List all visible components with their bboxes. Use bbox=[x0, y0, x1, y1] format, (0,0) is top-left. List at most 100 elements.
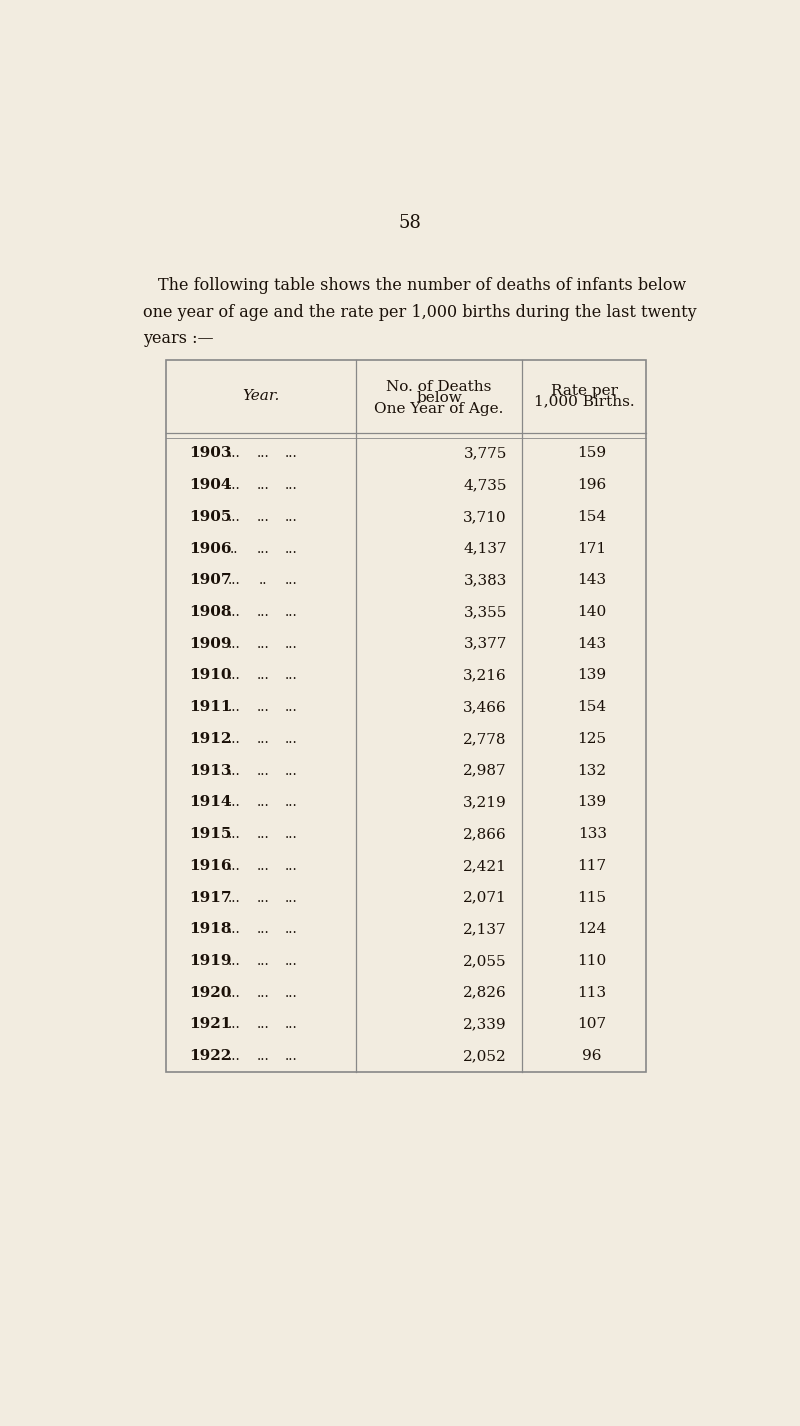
Text: years :—: years :— bbox=[142, 331, 214, 348]
Text: 2,778: 2,778 bbox=[463, 732, 507, 746]
Text: 2,339: 2,339 bbox=[463, 1017, 507, 1031]
Text: ...: ... bbox=[285, 858, 298, 873]
Text: 143: 143 bbox=[578, 573, 606, 588]
Text: 154: 154 bbox=[578, 700, 606, 714]
Text: 1913: 1913 bbox=[189, 764, 232, 777]
Text: 2,987: 2,987 bbox=[463, 764, 507, 777]
Text: ...: ... bbox=[285, 511, 298, 523]
Text: 1909: 1909 bbox=[189, 637, 232, 650]
Text: ...: ... bbox=[285, 954, 298, 968]
Text: 1906: 1906 bbox=[189, 542, 232, 556]
Text: ...: ... bbox=[256, 923, 269, 937]
Text: 1919: 1919 bbox=[189, 954, 232, 968]
Text: ...: ... bbox=[228, 796, 241, 810]
Text: Rate per: Rate per bbox=[551, 384, 618, 398]
Text: 96: 96 bbox=[582, 1050, 602, 1064]
Text: ...: ... bbox=[256, 700, 269, 714]
Text: 154: 154 bbox=[578, 511, 606, 523]
Text: ...: ... bbox=[228, 985, 241, 1000]
Text: ...: ... bbox=[228, 1017, 241, 1031]
Text: ...: ... bbox=[285, 669, 298, 683]
Text: 1903: 1903 bbox=[189, 446, 232, 461]
Text: One Year of Age.: One Year of Age. bbox=[374, 402, 504, 415]
Text: ...: ... bbox=[228, 764, 241, 777]
Text: ...: ... bbox=[256, 669, 269, 683]
Text: 2,052: 2,052 bbox=[463, 1050, 507, 1064]
Text: ...: ... bbox=[285, 985, 298, 1000]
Text: 1918: 1918 bbox=[189, 923, 232, 937]
Text: ...: ... bbox=[228, 954, 241, 968]
Text: ...: ... bbox=[256, 827, 269, 841]
Text: 1914: 1914 bbox=[189, 796, 232, 810]
Text: ...: ... bbox=[285, 637, 298, 650]
Text: ...: ... bbox=[285, 732, 298, 746]
Text: ...: ... bbox=[256, 891, 269, 904]
Text: 1910: 1910 bbox=[189, 669, 232, 683]
Text: ...: ... bbox=[285, 1017, 298, 1031]
Text: one year of age and the rate per 1,000 births during the last twenty: one year of age and the rate per 1,000 b… bbox=[142, 304, 696, 321]
Text: ...: ... bbox=[256, 605, 269, 619]
Text: ...: ... bbox=[285, 573, 298, 588]
Text: 2,826: 2,826 bbox=[463, 985, 507, 1000]
Text: 107: 107 bbox=[578, 1017, 606, 1031]
Text: ...: ... bbox=[285, 891, 298, 904]
Text: No. of Deaths: No. of Deaths bbox=[386, 381, 492, 394]
Text: ...: ... bbox=[256, 511, 269, 523]
Text: ...: ... bbox=[285, 764, 298, 777]
Text: ...: ... bbox=[228, 700, 241, 714]
Text: ...: ... bbox=[256, 732, 269, 746]
Text: ...: ... bbox=[256, 954, 269, 968]
Text: ...: ... bbox=[285, 446, 298, 461]
Text: ..: .. bbox=[230, 542, 238, 556]
Text: 113: 113 bbox=[578, 985, 606, 1000]
Text: ...: ... bbox=[256, 542, 269, 556]
Text: ...: ... bbox=[285, 827, 298, 841]
Text: 3,383: 3,383 bbox=[463, 573, 507, 588]
Text: ...: ... bbox=[228, 827, 241, 841]
Text: 1908: 1908 bbox=[189, 605, 232, 619]
Text: 1921: 1921 bbox=[189, 1017, 231, 1031]
Text: ...: ... bbox=[228, 858, 241, 873]
Text: ...: ... bbox=[256, 1017, 269, 1031]
Text: ...: ... bbox=[256, 478, 269, 492]
Text: ...: ... bbox=[228, 669, 241, 683]
Text: 3,377: 3,377 bbox=[463, 637, 507, 650]
Text: ...: ... bbox=[256, 1050, 269, 1064]
Text: 3,775: 3,775 bbox=[463, 446, 507, 461]
Text: 2,421: 2,421 bbox=[463, 858, 507, 873]
Text: 1904: 1904 bbox=[189, 478, 232, 492]
Text: ...: ... bbox=[256, 446, 269, 461]
Text: ...: ... bbox=[285, 542, 298, 556]
Text: 3,219: 3,219 bbox=[463, 796, 507, 810]
Text: 115: 115 bbox=[578, 891, 606, 904]
Text: 110: 110 bbox=[578, 954, 606, 968]
Text: 132: 132 bbox=[578, 764, 606, 777]
Text: 3,466: 3,466 bbox=[463, 700, 507, 714]
Text: ...: ... bbox=[256, 985, 269, 1000]
Text: 1920: 1920 bbox=[189, 985, 231, 1000]
Text: 3,710: 3,710 bbox=[463, 511, 507, 523]
Text: 2,071: 2,071 bbox=[463, 891, 507, 904]
Text: ...: ... bbox=[285, 478, 298, 492]
Text: 159: 159 bbox=[578, 446, 606, 461]
Text: 140: 140 bbox=[578, 605, 606, 619]
Text: 1911: 1911 bbox=[189, 700, 232, 714]
Bar bbox=[166, 359, 646, 1072]
Text: ...: ... bbox=[228, 1050, 241, 1064]
Text: 1916: 1916 bbox=[189, 858, 232, 873]
Text: 196: 196 bbox=[578, 478, 606, 492]
Text: ...: ... bbox=[285, 796, 298, 810]
Text: ...: ... bbox=[285, 605, 298, 619]
Text: ...: ... bbox=[228, 573, 241, 588]
Text: ...: ... bbox=[228, 511, 241, 523]
Text: Year.: Year. bbox=[242, 389, 279, 404]
Text: 143: 143 bbox=[578, 637, 606, 650]
Text: ...: ... bbox=[228, 637, 241, 650]
Text: ...: ... bbox=[256, 796, 269, 810]
Text: The following table shows the number of deaths of infants below: The following table shows the number of … bbox=[158, 277, 686, 294]
Text: ...: ... bbox=[228, 478, 241, 492]
Text: 139: 139 bbox=[578, 669, 606, 683]
Text: 58: 58 bbox=[398, 214, 422, 232]
Text: 1,000 Births.: 1,000 Births. bbox=[534, 395, 634, 409]
Text: ...: ... bbox=[285, 923, 298, 937]
